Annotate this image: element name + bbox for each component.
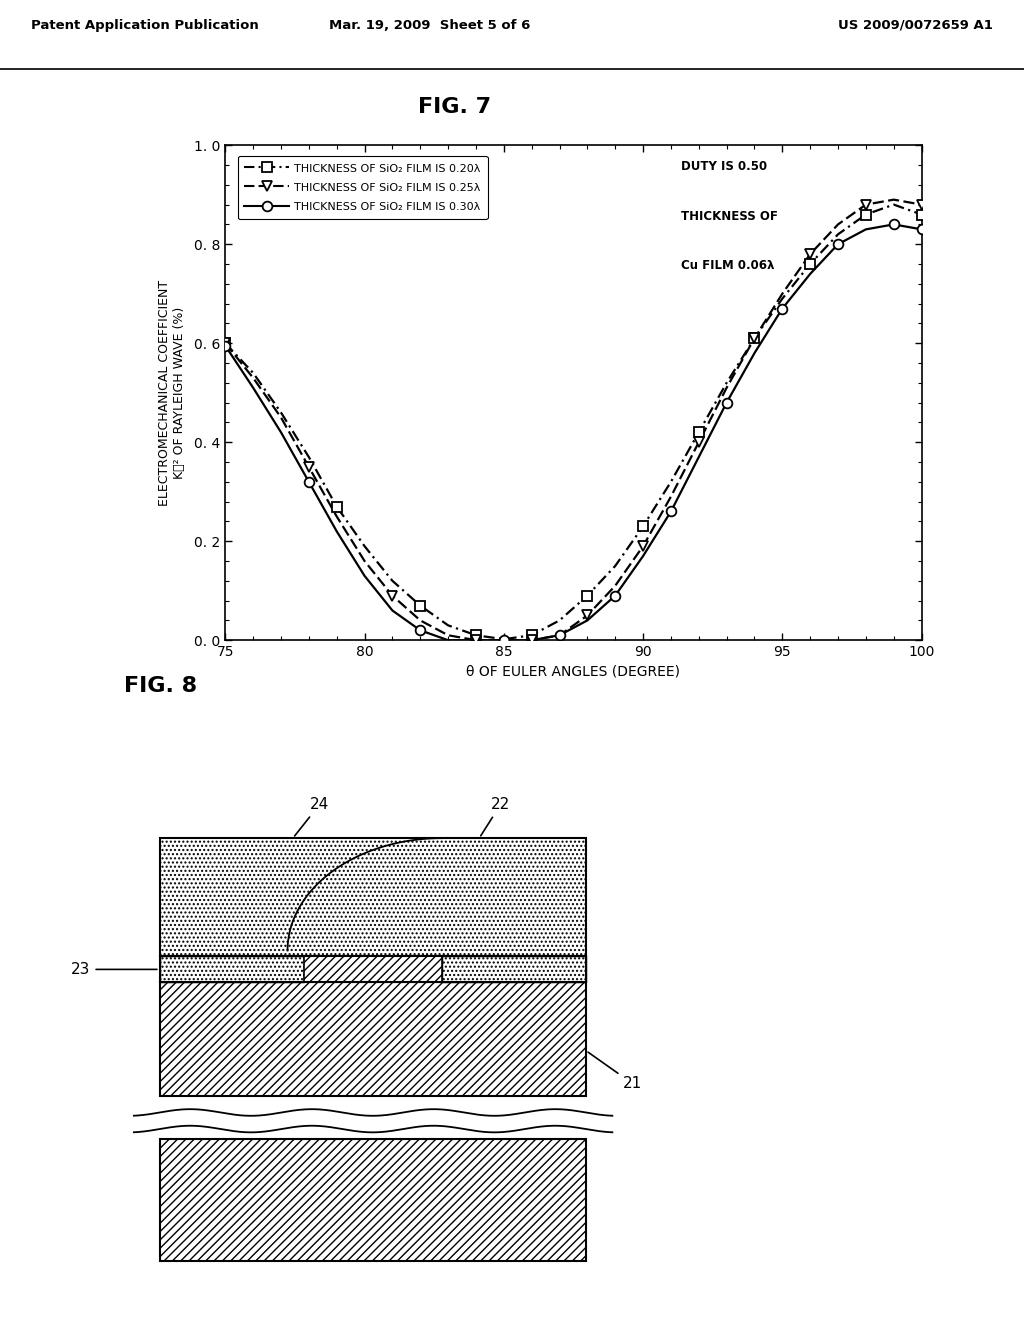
Polygon shape bbox=[442, 957, 586, 982]
Text: Mar. 19, 2009  Sheet 5 of 6: Mar. 19, 2009 Sheet 5 of 6 bbox=[330, 18, 530, 32]
Text: 21: 21 bbox=[588, 1052, 642, 1092]
Text: Patent Application Publication: Patent Application Publication bbox=[31, 18, 258, 32]
Text: FIG. 7: FIG. 7 bbox=[418, 96, 492, 117]
Polygon shape bbox=[160, 1138, 586, 1262]
Text: 23: 23 bbox=[71, 962, 157, 977]
Polygon shape bbox=[160, 957, 303, 982]
Polygon shape bbox=[303, 957, 442, 982]
Legend: THICKNESS OF SiO₂ FILM IS 0.20λ, THICKNESS OF SiO₂ FILM IS 0.25λ, THICKNESS OF S: THICKNESS OF SiO₂ FILM IS 0.20λ, THICKNE… bbox=[238, 156, 487, 219]
Text: Cu FILM 0.06λ: Cu FILM 0.06λ bbox=[681, 259, 775, 272]
Text: THICKNESS OF: THICKNESS OF bbox=[681, 210, 778, 223]
Polygon shape bbox=[160, 982, 586, 1096]
Text: 24: 24 bbox=[295, 797, 329, 836]
X-axis label: θ OF EULER ANGLES (DEGREE): θ OF EULER ANGLES (DEGREE) bbox=[467, 664, 680, 678]
Text: FIG. 8: FIG. 8 bbox=[124, 676, 198, 697]
Polygon shape bbox=[160, 838, 586, 957]
Text: 22: 22 bbox=[480, 797, 510, 836]
Text: DUTY IS 0.50: DUTY IS 0.50 bbox=[681, 160, 768, 173]
Text: US 2009/0072659 A1: US 2009/0072659 A1 bbox=[839, 18, 993, 32]
Y-axis label: ELECTROMECHANICAL COEFFICIENT
Kᴯ² OF RAYLEIGH WAVE (%): ELECTROMECHANICAL COEFFICIENT Kᴯ² OF RAY… bbox=[158, 280, 185, 506]
